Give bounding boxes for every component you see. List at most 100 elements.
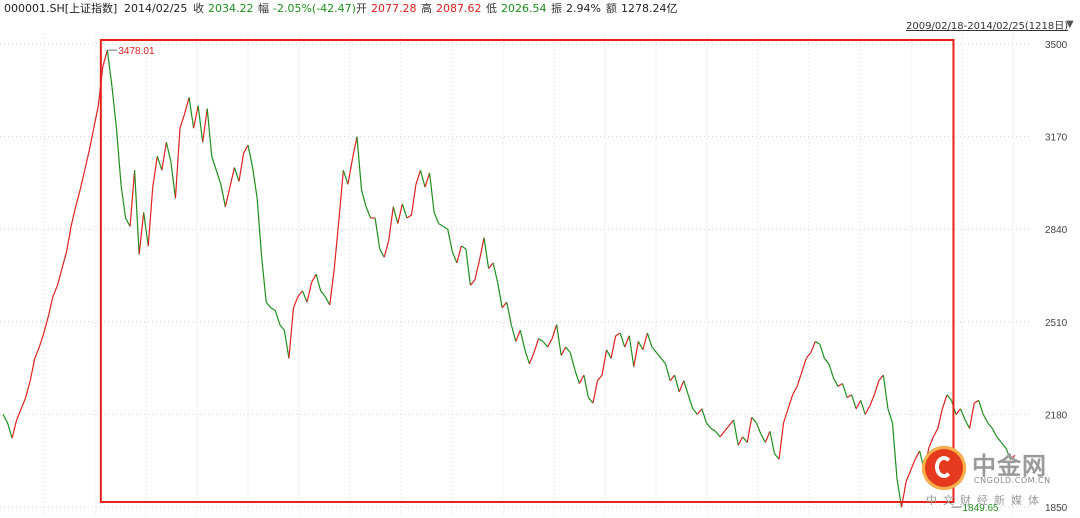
price-segment <box>401 203 408 219</box>
price-segment <box>724 425 730 432</box>
price-segment <box>238 153 245 182</box>
price-segment <box>392 206 399 224</box>
price-segment <box>669 374 676 382</box>
amount-value: 1278.24亿 <box>621 2 678 15</box>
price-segment <box>61 251 68 269</box>
price-segment <box>964 419 971 429</box>
price-segment <box>288 307 295 359</box>
price-segment <box>597 374 603 382</box>
price-segment <box>347 158 354 185</box>
price-segment <box>29 358 36 381</box>
price-segment <box>2 414 9 424</box>
price-segment <box>851 394 857 409</box>
price-segment <box>252 167 258 199</box>
date-range-selector[interactable]: 2009/02/18-2014/02/25(1218日) <box>906 21 1069 32</box>
price-segment <box>542 341 549 348</box>
price-segment <box>206 108 213 157</box>
price-segment <box>79 170 86 191</box>
price-segment <box>306 282 313 303</box>
price-segment <box>242 144 249 154</box>
price-segment <box>873 380 880 395</box>
price-segment <box>338 170 344 221</box>
y-tick-label: 2510 <box>1045 318 1068 329</box>
price-segment <box>379 248 385 258</box>
change-value: -2.05%(-42.47) <box>273 2 356 15</box>
price-segment <box>428 173 435 213</box>
symbol-label: 000001.SH[上证指数] <box>4 2 118 15</box>
price-segment <box>601 349 608 376</box>
price-segment <box>497 282 503 308</box>
price-segment <box>519 330 526 350</box>
cngold-logo-icon <box>922 446 966 490</box>
price-segment <box>125 217 131 227</box>
price-segment <box>292 296 299 308</box>
price-segment <box>115 128 122 185</box>
price-segment <box>910 459 916 471</box>
price-segment <box>592 380 599 404</box>
price-segment <box>65 226 72 252</box>
price-segment <box>887 408 894 424</box>
price-segment <box>624 335 630 348</box>
price-segment <box>733 419 739 446</box>
price-segment <box>492 262 499 283</box>
price-segment <box>928 436 934 449</box>
price-segment <box>11 419 18 439</box>
price-segment <box>351 136 358 160</box>
price-segment <box>38 332 45 348</box>
y-tick-label: 3170 <box>1045 133 1068 144</box>
price-segment <box>165 142 172 162</box>
price-segment <box>969 403 975 429</box>
price-segment <box>501 301 508 309</box>
price-segment <box>179 113 186 129</box>
price-segment <box>769 431 776 454</box>
price-segment <box>764 431 771 443</box>
price-segment <box>778 422 785 460</box>
y-tick-label: 2180 <box>1045 410 1068 421</box>
amplitude-value: 2.94% <box>566 2 601 15</box>
price-segment <box>683 380 689 395</box>
close-value: 2034.22 <box>208 2 254 15</box>
price-segment <box>878 374 884 382</box>
price-segment <box>715 430 721 438</box>
price-segment <box>279 324 285 331</box>
price-segment <box>973 399 980 404</box>
price-segment <box>383 240 390 258</box>
price-segment <box>1000 442 1007 449</box>
price-segment <box>846 394 852 399</box>
price-segment <box>84 150 90 171</box>
price-segment <box>52 285 59 297</box>
amplitude-label: 振 <box>551 2 562 15</box>
price-segment <box>342 170 349 185</box>
quote-header: 000001.SH[上证指数] 2014/02/25 收 2034.22 幅 -… <box>0 0 1080 18</box>
price-segment <box>565 346 571 354</box>
price-segment <box>664 363 671 381</box>
triangle-down-icon[interactable]: ▼ <box>1066 19 1074 30</box>
price-segment <box>515 329 521 342</box>
price-segment <box>265 301 272 309</box>
price-segment <box>810 341 816 353</box>
price-segment <box>461 245 467 250</box>
price-segment <box>996 436 1002 443</box>
price-segment <box>932 428 939 438</box>
quote-date: 2014/02/25 <box>124 2 188 15</box>
price-segment <box>170 161 177 199</box>
price-segment <box>469 279 476 286</box>
price-segment <box>837 383 843 387</box>
watermark: 中金网 CNGOLD.COM.CN 中文财经新媒体 <box>922 446 1080 516</box>
price-segment <box>937 408 943 429</box>
price-segment <box>388 206 394 241</box>
price-segment <box>134 170 140 255</box>
price-segment <box>6 422 13 439</box>
price-segment <box>656 352 662 359</box>
price-segment <box>456 245 462 264</box>
price-segment <box>315 273 322 292</box>
price-segment <box>524 349 530 365</box>
price-segment <box>233 167 240 182</box>
price-segment <box>891 422 898 479</box>
price-segment <box>329 268 335 306</box>
price-segment <box>815 340 821 345</box>
price-segment <box>333 220 340 269</box>
price-segment <box>1010 454 1016 460</box>
watermark-tagline: 中文财经新媒体 <box>926 494 1045 507</box>
